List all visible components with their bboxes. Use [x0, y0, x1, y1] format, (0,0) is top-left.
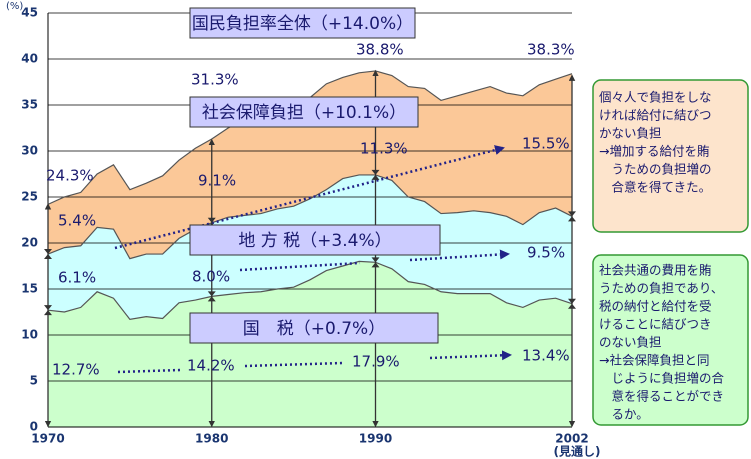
x-note: (見通し)	[554, 444, 601, 459]
y-tick-label: 15	[21, 282, 38, 296]
note-text: うための負担増の	[599, 162, 712, 177]
total-label: 38.3%	[527, 41, 575, 59]
series-box	[189, 7, 416, 39]
note-text: ければ給付に結びつ	[599, 108, 712, 123]
trend-arrows	[114, 145, 512, 374]
total-label: 24.3%	[46, 167, 94, 185]
series-name: 国 税（+0.7%）	[243, 319, 385, 339]
trend-arrow	[114, 145, 505, 250]
value-label: 13.4%	[522, 347, 570, 365]
y-tick-label: 40	[21, 52, 38, 66]
series-box	[189, 96, 419, 128]
boundary-marker	[44, 305, 52, 316]
value-label: 9.1%	[198, 172, 236, 190]
y-tick-label: 35	[21, 98, 38, 112]
series-name: 国民負担率全体（+14.0%）	[192, 14, 413, 34]
boundary-marker	[44, 249, 52, 260]
y-tick-label: 10	[21, 328, 38, 342]
value-label: 9.5%	[527, 244, 565, 262]
note-text: →増加する給付を賄	[599, 144, 709, 159]
note-text: じように負担増の合	[599, 371, 725, 386]
series-box	[189, 224, 441, 256]
y-axis-label: (%)	[6, 1, 23, 12]
series-name: 社会保障負担（+10.1%）	[202, 103, 406, 123]
value-label: 11.3%	[360, 140, 408, 158]
value-label: 12.7%	[52, 361, 100, 379]
boundary-marker	[371, 257, 380, 268]
y-tick-label: 5	[30, 374, 38, 388]
trend-arrow	[117, 368, 181, 374]
x-tick-label: 1970	[31, 432, 64, 446]
area-edge	[47, 260, 573, 321]
y-tick-label: 25	[21, 190, 38, 204]
area	[48, 70, 572, 259]
boundary-marker	[371, 169, 380, 180]
note-text: →社会保障負担と同	[599, 353, 709, 368]
trend-arrow	[239, 261, 361, 272]
value-label: 6.1%	[58, 269, 96, 287]
trend-arrow	[409, 249, 510, 262]
note-text: かない負担	[599, 126, 662, 141]
note-box	[592, 254, 749, 426]
note-text: のない負担	[599, 335, 662, 350]
note-text: 個々人で負担をしな	[599, 90, 712, 105]
note-text: るか。	[599, 407, 649, 422]
y-tick-label: 30	[21, 144, 38, 158]
total-label: 31.3%	[191, 71, 239, 89]
value-label: 15.5%	[522, 135, 570, 153]
series-name: 地 方 税（+3.4%）	[238, 231, 391, 251]
note-text: 社会共通の費用を賄	[599, 263, 712, 278]
note-text: 意を得ることができ	[599, 389, 724, 404]
note-text: 合意を得てきた。	[599, 180, 711, 195]
x-tick-label: 1990	[359, 432, 392, 446]
x-tick-label: 2002	[555, 432, 588, 446]
y-tick-label: 0	[30, 420, 38, 434]
total-label: 38.8%	[356, 41, 404, 59]
y-tick-label: 45	[21, 6, 38, 20]
trend-arrow	[244, 361, 344, 368]
note-text: けることに結びつき	[599, 317, 712, 332]
value-label: 5.4%	[58, 212, 96, 230]
value-label: 17.9%	[352, 353, 400, 371]
boundary-marker	[568, 298, 576, 309]
value-label: 14.2%	[187, 357, 235, 375]
note-text: 税の納付と給付を受	[599, 299, 712, 314]
x-tick-label: 1980	[195, 432, 228, 446]
trend-arrow	[429, 350, 512, 361]
series-box	[189, 312, 439, 344]
note-box	[592, 79, 749, 233]
note-text: うための負担であり、	[599, 281, 723, 296]
value-label: 8.0%	[192, 268, 230, 286]
y-tick-label: 20	[21, 236, 38, 250]
boundary-marker	[568, 211, 576, 222]
boundary-marker	[207, 291, 216, 302]
